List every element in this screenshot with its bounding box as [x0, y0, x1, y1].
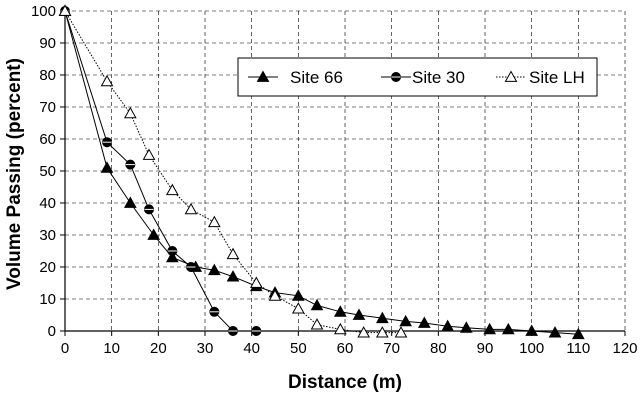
data-point: [333, 322, 347, 335]
gridlines: [65, 10, 626, 331]
legend-item-site-66: Site 66: [248, 68, 343, 87]
data-point: [184, 202, 198, 215]
series-line: [64, 10, 401, 334]
tick-labels: 0 10 20 30 40 50 60 70 80 90 100 110 120 0 10 20 30 40 50 6…: [31, 3, 638, 357]
x-tick-label: 20: [150, 340, 167, 357]
data-point: [483, 322, 497, 335]
data-point: [228, 326, 238, 336]
data-point: [548, 326, 562, 338]
x-axis-title: Distance (m): [288, 372, 402, 393]
data-point: [144, 204, 154, 215]
data-point: [58, 4, 72, 16]
series-site-lh: [58, 4, 408, 338]
x-tick-label: 100: [519, 340, 544, 357]
data-point: [125, 159, 136, 170]
x-tick-label: 60: [337, 340, 354, 357]
y-tick-label: 50: [39, 163, 56, 180]
data-point: [352, 308, 366, 320]
legend-item-site-lh: Site LH: [496, 68, 585, 87]
x-tick-label: 0: [61, 340, 69, 357]
x-tick-label: 120: [612, 340, 637, 357]
x-tick-label: 30: [197, 340, 214, 357]
legend: Site 66 Site 30 Site LH: [237, 57, 598, 97]
data-point: [394, 326, 408, 338]
x-tick-label: 80: [430, 340, 447, 357]
y-tick-label: 20: [39, 259, 56, 276]
data-point: [186, 262, 196, 272]
data-point: [249, 276, 263, 288]
data-point: [291, 289, 305, 301]
data-point: [123, 106, 137, 119]
legend-box: [237, 57, 598, 97]
data-point: [333, 305, 347, 317]
data-point: [459, 321, 473, 333]
legend-label: Site 66: [290, 68, 343, 87]
data-point: [100, 161, 114, 173]
data-point: [251, 326, 262, 336]
data-point: [207, 263, 221, 276]
data-point: [207, 215, 221, 228]
data-point: [441, 319, 455, 332]
data-point: [142, 148, 156, 160]
data-point: [310, 298, 324, 311]
data-point: [291, 302, 305, 314]
x-tick-label: 90: [477, 340, 494, 357]
y-tick-label: 100: [31, 3, 56, 20]
y-tick-label: 30: [39, 227, 56, 244]
y-tick-label: 60: [39, 131, 56, 148]
data-point: [165, 183, 179, 196]
legend-items: Site 66 Site 30 Site LH: [248, 68, 585, 87]
data-point: [100, 74, 114, 87]
series-site-30: [60, 6, 262, 336]
legend-marker: [256, 70, 270, 82]
data-point: [209, 306, 220, 317]
x-tick-label: 110: [566, 340, 590, 357]
legend-marker: [391, 72, 401, 82]
y-tick-label: 80: [39, 67, 56, 84]
data-point: [226, 247, 240, 260]
data-point: [375, 326, 389, 338]
data-point: [167, 246, 178, 256]
x-tick-label: 10: [103, 340, 120, 357]
legend-label: Site LH: [529, 68, 585, 87]
x-tick-label: 70: [383, 340, 400, 357]
series-site-66: [58, 4, 585, 340]
legend-label: Site 30: [412, 68, 465, 87]
data-point: [165, 250, 179, 263]
legend-item-site-30: Site 30: [381, 68, 465, 87]
data-point: [357, 326, 371, 338]
x-tick-label: 50: [290, 340, 307, 357]
data-point: [226, 270, 240, 282]
y-tick-label: 70: [39, 99, 56, 116]
data-point: [525, 324, 539, 336]
data-point: [501, 322, 515, 335]
data-point: [102, 137, 112, 148]
data-point: [123, 196, 137, 208]
data-point: [399, 314, 413, 327]
y-tick-label: 10: [39, 291, 56, 308]
data-point: [417, 316, 431, 328]
x-tick-label: 40: [243, 340, 260, 357]
y-tick-label: 90: [39, 35, 56, 52]
y-axis-title: Volume Passing (percent): [4, 58, 25, 290]
data-point: [310, 318, 324, 330]
y-tick-label: 40: [39, 195, 56, 212]
series-group: [58, 4, 585, 340]
legend-marker: [504, 70, 518, 82]
data-point: [375, 311, 389, 324]
data-point: [147, 228, 161, 240]
data-point: [268, 289, 282, 301]
y-tick-label: 0: [48, 323, 56, 340]
data-point: [571, 327, 585, 340]
